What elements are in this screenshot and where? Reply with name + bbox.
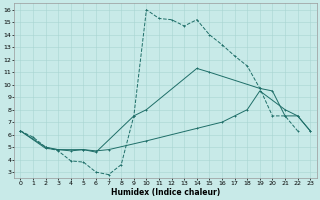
X-axis label: Humidex (Indice chaleur): Humidex (Indice chaleur) bbox=[111, 188, 220, 197]
